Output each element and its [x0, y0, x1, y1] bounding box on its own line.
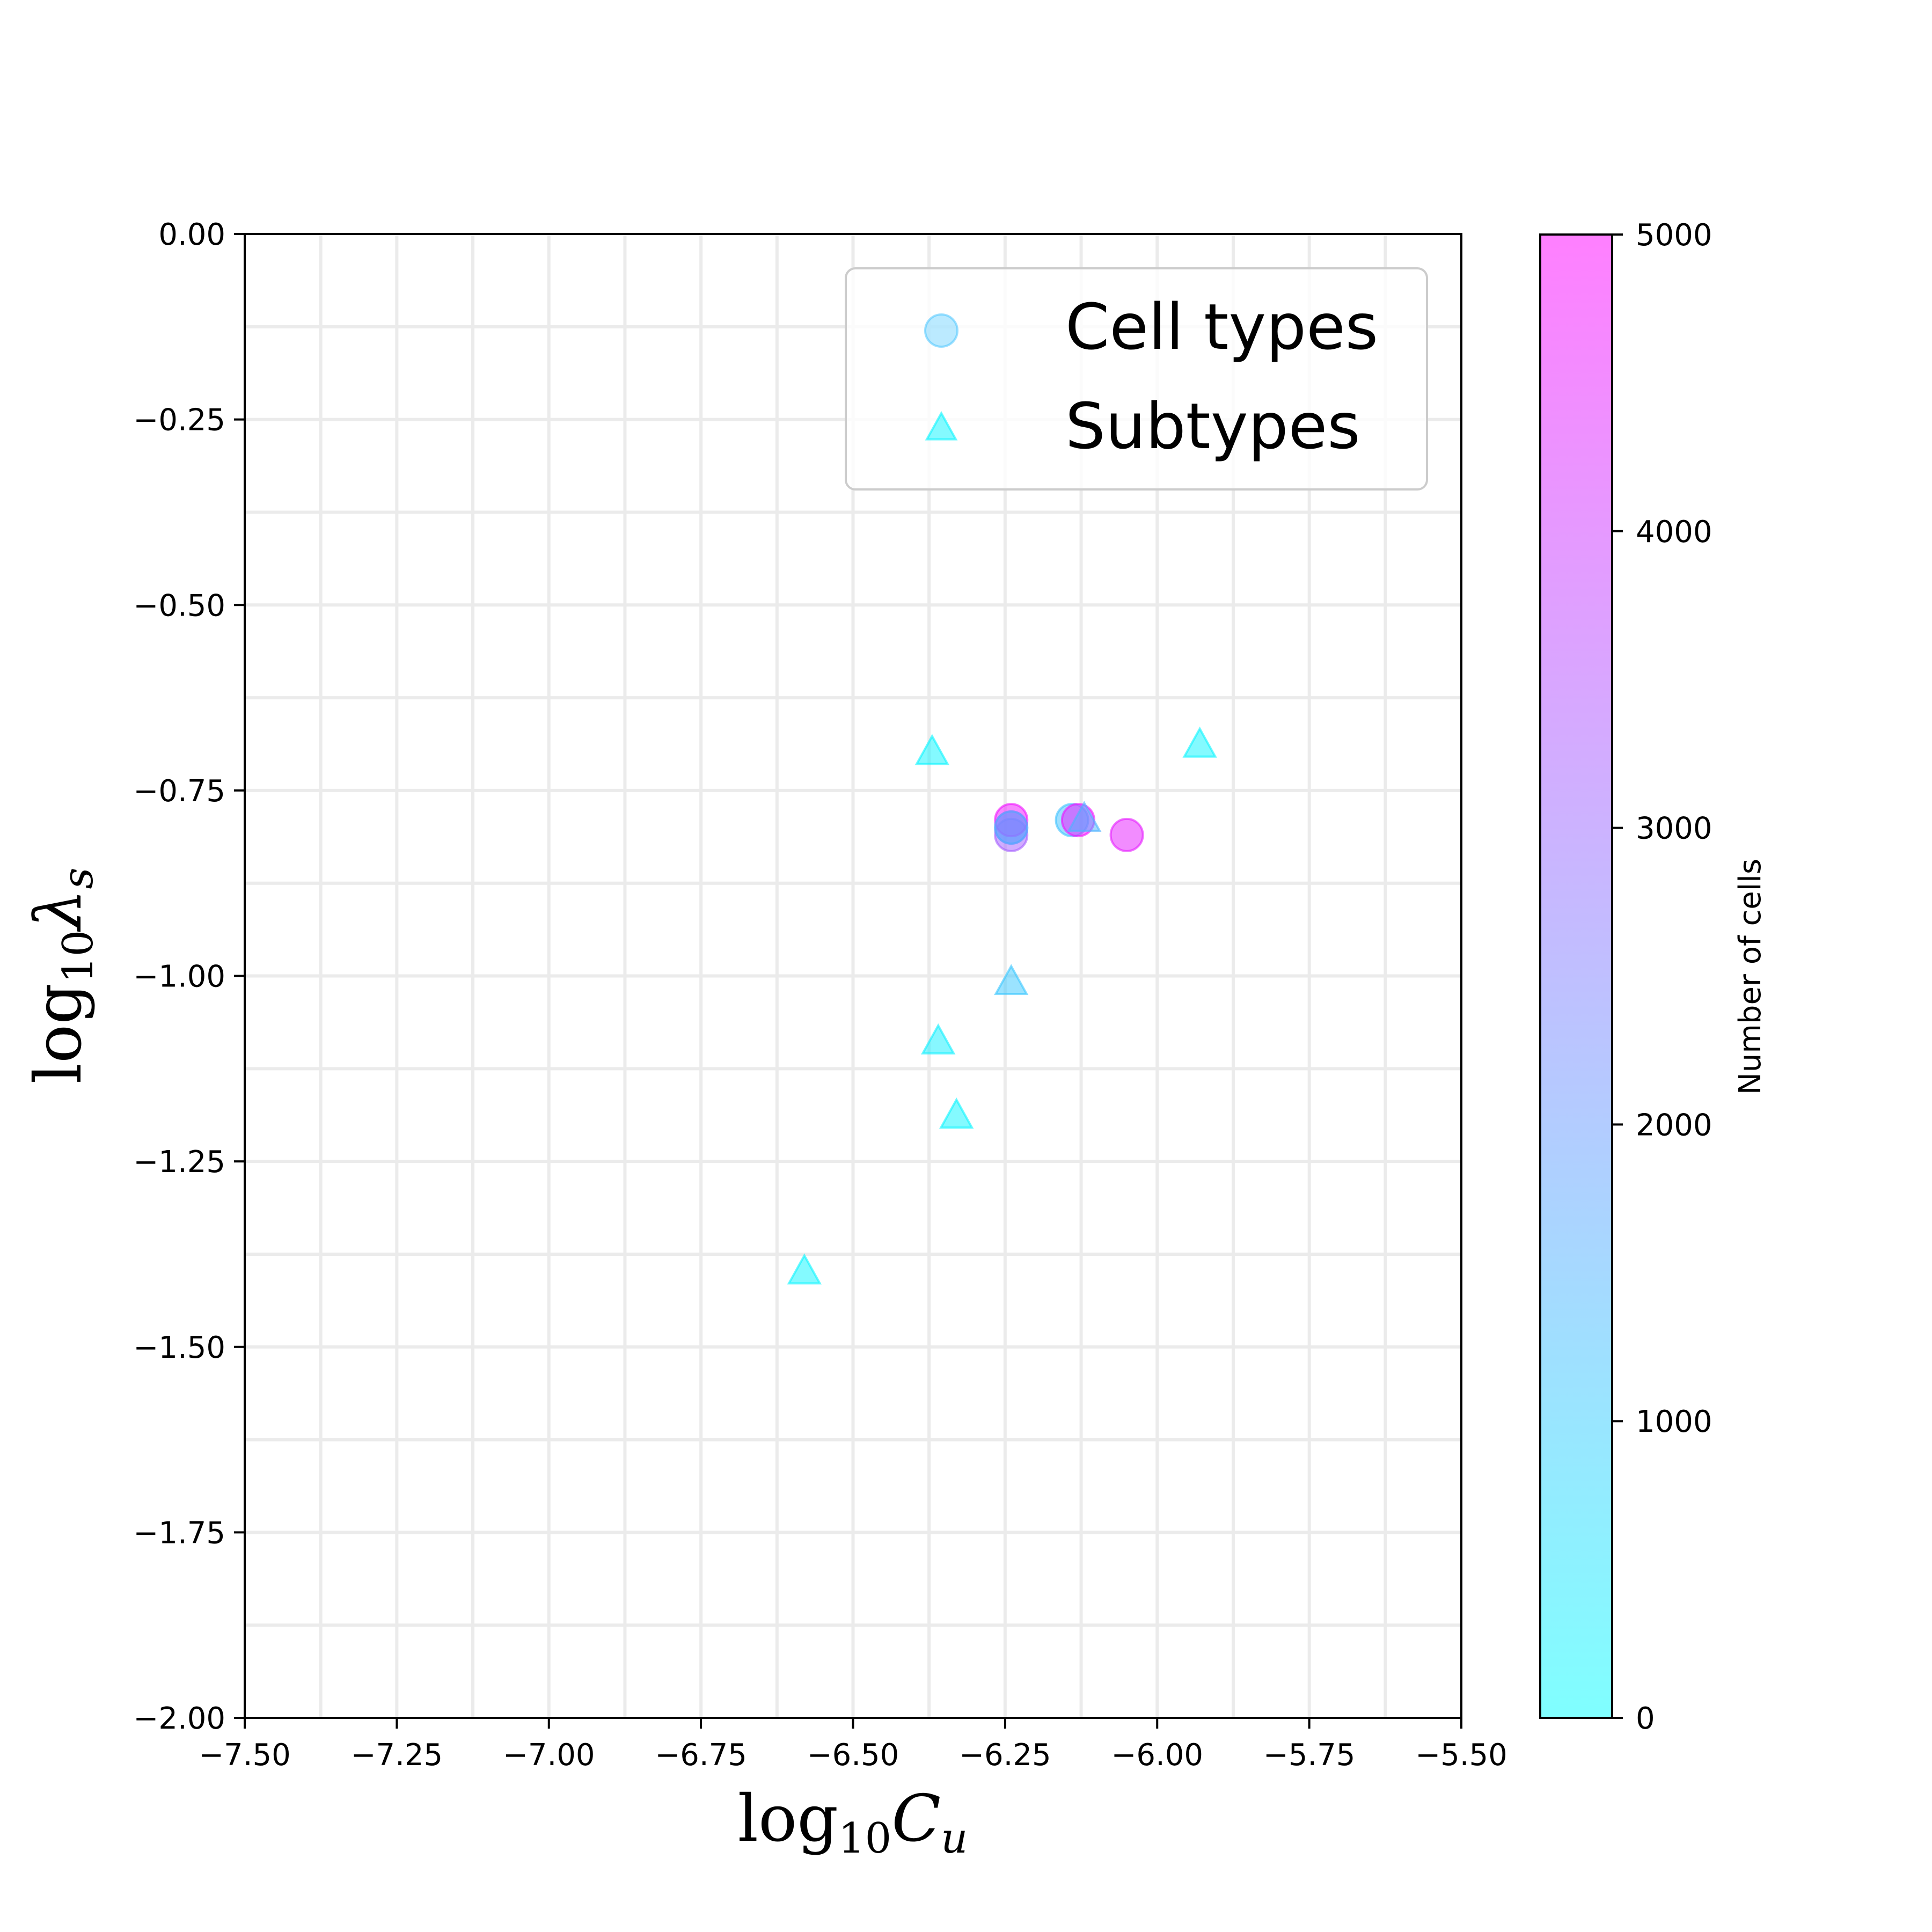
y-tick-label: 0.00: [158, 217, 225, 252]
legend-label-subtypes: Subtypes: [1065, 389, 1360, 463]
x-tick-label: −6.75: [655, 1738, 747, 1773]
colorbar-tick-label: 5000: [1636, 218, 1713, 253]
x-tick-label: −7.50: [199, 1738, 291, 1773]
y-tick-label: −1.25: [133, 1145, 225, 1180]
colorbar-tick-label: 2000: [1636, 1108, 1713, 1143]
y-tick-label: −0.25: [133, 403, 225, 438]
y-axis-title: log10λs: [21, 868, 103, 1084]
subtype-point: [787, 1253, 822, 1285]
x-tick-label: −7.25: [351, 1738, 443, 1773]
y-tick-label: −1.00: [133, 960, 225, 994]
legend-label-cell-types: Cell types: [1065, 290, 1378, 364]
legend: Cell types Subtypes: [845, 267, 1428, 491]
colorbar-tick-label: 3000: [1636, 811, 1713, 846]
colorbar-ticks: 0 1000 2000 3000 4000 5000: [1612, 218, 1713, 1736]
data-points: [787, 726, 1217, 1285]
subtype-point: [939, 1097, 974, 1129]
subtype-point: [1067, 801, 1102, 832]
cell-type-point: [994, 810, 1029, 845]
x-tick-label: −5.75: [1263, 1738, 1356, 1773]
x-tick-label: −5.50: [1415, 1738, 1507, 1773]
legend-box: [845, 267, 1428, 491]
x-tick-label: −6.50: [807, 1738, 899, 1773]
colorbar-tick-label: 1000: [1636, 1404, 1713, 1439]
legend-triangle-marker: [925, 411, 958, 441]
axis-ticks: −7.50 −7.25 −7.00 −6.75 −6.50 −6.25 −6.00 −5.75…: [133, 217, 1507, 1773]
cell-type-point: [1109, 817, 1144, 852]
colorbar: 0 1000 2000 3000 4000 5000 Number of cells: [1539, 218, 1768, 1736]
x-axis-title: log10Cu: [738, 1782, 968, 1863]
y-tick-label: −2.00: [133, 1701, 225, 1736]
x-tick-label: −7.00: [503, 1738, 595, 1773]
colorbar-gradient: [1539, 233, 1613, 1719]
y-tick-label: −0.75: [133, 774, 225, 809]
colorbar-title: Number of cells: [1733, 859, 1768, 1095]
x-tick-label: −6.25: [959, 1738, 1051, 1773]
colorbar-tick-label: 0: [1636, 1701, 1655, 1736]
y-tick-label: −1.75: [133, 1516, 225, 1550]
subtype-point: [914, 734, 950, 765]
colorbar-tick-label: 4000: [1636, 515, 1713, 550]
subtype-point: [920, 1023, 956, 1055]
y-tick-label: −1.50: [133, 1330, 225, 1365]
subtype-point: [994, 964, 1029, 996]
y-tick-label: −0.50: [133, 588, 225, 623]
subtype-point: [1182, 726, 1217, 758]
legend-circle-marker: [924, 313, 958, 348]
x-tick-label: −6.00: [1111, 1738, 1203, 1773]
